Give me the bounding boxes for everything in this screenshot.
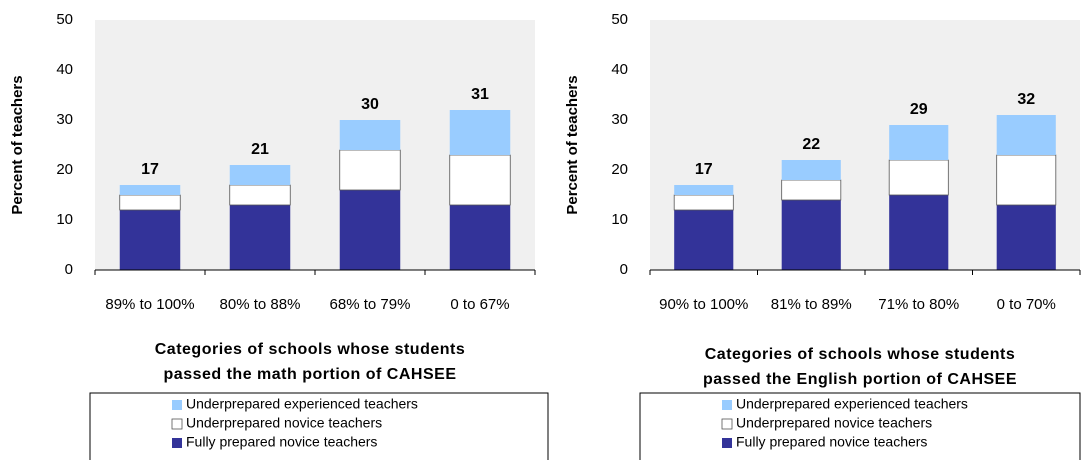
bar-segment <box>449 154 511 206</box>
x-tick-label: 71% to 80% <box>878 296 959 313</box>
y-tick-label: 50 <box>56 11 73 28</box>
bar-segment <box>781 179 842 201</box>
bar-segment <box>674 210 734 270</box>
bar-segment <box>229 205 291 270</box>
x-tick-label: 81% to 89% <box>771 296 852 313</box>
bar-segment <box>449 110 511 155</box>
x-axis-label: passed the math portion of CAHSEE <box>164 366 457 383</box>
bar-segment <box>889 125 949 160</box>
bar-segment <box>339 190 401 270</box>
x-tick-label: 0 to 67% <box>450 296 509 313</box>
bar-segment <box>996 205 1056 270</box>
legend-swatch <box>722 400 732 410</box>
legend-label: Underprepared experienced teachers <box>736 396 968 412</box>
legend-label: Underprepared novice teachers <box>186 415 382 431</box>
legend-label: Fully prepared novice teachers <box>186 434 377 450</box>
x-tick-label: 90% to 100% <box>659 296 748 313</box>
bar-segment <box>119 185 181 195</box>
bar-segment <box>781 160 841 180</box>
total-label: 31 <box>471 86 489 103</box>
bar-segment <box>229 184 291 206</box>
y-tick-label: 30 <box>56 111 73 128</box>
bar-segment <box>889 195 949 270</box>
legend-swatch <box>172 438 182 448</box>
bar-segment <box>119 210 181 270</box>
legend-box <box>89 392 549 460</box>
y-tick-label: 40 <box>56 61 73 78</box>
x-axis-label: passed the English portion of CAHSEE <box>703 371 1017 388</box>
bar-segment <box>781 200 841 270</box>
y-tick-label: 50 <box>611 11 628 28</box>
x-tick-label: 89% to 100% <box>105 296 194 313</box>
legend-box <box>639 392 1081 460</box>
x-tick-label: 80% to 88% <box>220 296 301 313</box>
total-label: 17 <box>141 161 159 178</box>
y-axis-label: Percent of teachers <box>564 75 581 214</box>
bar-segment <box>229 165 291 185</box>
legend-swatch <box>172 400 182 410</box>
bar-segment <box>673 194 734 211</box>
bar-segment <box>996 115 1056 155</box>
legend-swatch <box>722 438 732 448</box>
y-axis-label: Percent of teachers <box>9 75 26 214</box>
bar-segment <box>996 154 1057 206</box>
bar-segment <box>339 149 401 191</box>
y-tick-label: 10 <box>611 211 628 228</box>
total-label: 17 <box>695 161 713 178</box>
legend-label: Underprepared experienced teachers <box>186 396 418 412</box>
y-tick-label: 10 <box>56 211 73 228</box>
total-label: 30 <box>361 96 379 113</box>
y-tick-label: 20 <box>56 161 73 178</box>
bar-segment <box>674 185 734 195</box>
y-tick-label: 30 <box>611 111 628 128</box>
x-tick-label: 0 to 70% <box>997 296 1056 313</box>
legend-label: Underprepared novice teachers <box>736 415 932 431</box>
bar-segment <box>339 120 401 150</box>
bar-segment <box>888 159 949 196</box>
legend-label: Fully prepared novice teachers <box>736 434 927 450</box>
total-label: 21 <box>251 141 269 158</box>
legend-swatch <box>721 418 733 430</box>
x-tick-label: 68% to 79% <box>330 296 411 313</box>
x-axis-label: Categories of schools whose students <box>705 346 1016 363</box>
bar-segment <box>119 194 181 211</box>
y-tick-label: 0 <box>65 261 73 278</box>
bar-segment <box>449 205 511 270</box>
total-label: 32 <box>1017 91 1035 108</box>
total-label: 29 <box>910 101 928 118</box>
x-axis-label: Categories of schools whose students <box>155 341 466 358</box>
y-tick-label: 20 <box>611 161 628 178</box>
y-tick-label: 40 <box>611 61 628 78</box>
legend-swatch <box>171 418 183 430</box>
total-label: 22 <box>802 136 820 153</box>
y-tick-label: 0 <box>620 261 628 278</box>
